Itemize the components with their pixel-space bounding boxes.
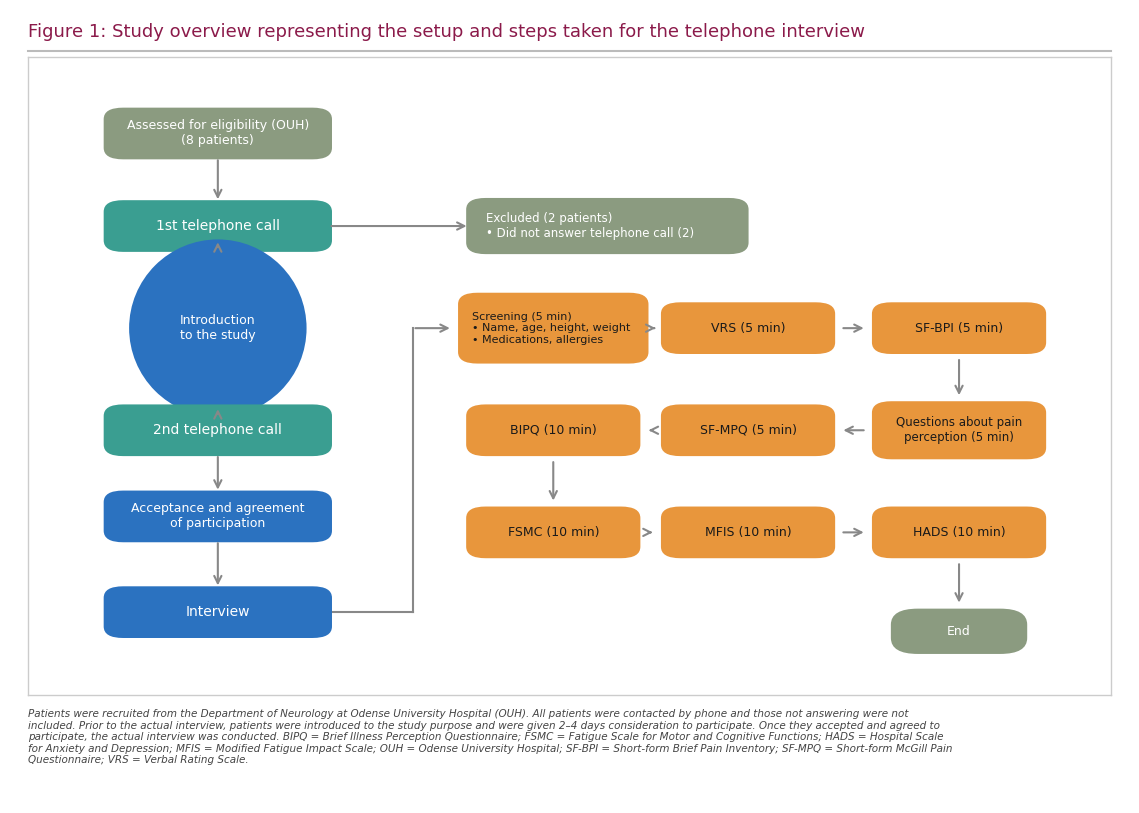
Text: Questions about pain
perception (5 min): Questions about pain perception (5 min) — [896, 416, 1022, 444]
Text: MFIS (10 min): MFIS (10 min) — [705, 526, 792, 539]
FancyBboxPatch shape — [661, 404, 835, 456]
FancyBboxPatch shape — [466, 506, 640, 559]
Text: Acceptance and agreement
of participation: Acceptance and agreement of participatio… — [131, 502, 304, 530]
FancyBboxPatch shape — [458, 293, 648, 363]
Text: Screening (5 min)
• Name, age, height, weight
• Medications, allergies: Screening (5 min) • Name, age, height, w… — [472, 311, 631, 345]
Text: SF-BPI (5 min): SF-BPI (5 min) — [915, 322, 1003, 335]
Text: Patients were recruited from the Department of Neurology at Odense University Ho: Patients were recruited from the Departm… — [28, 709, 953, 765]
Text: End: End — [948, 625, 970, 637]
Text: 2–4 days: 2–4 days — [241, 405, 294, 418]
Text: HADS (10 min): HADS (10 min) — [912, 526, 1006, 539]
FancyBboxPatch shape — [661, 506, 835, 559]
FancyBboxPatch shape — [661, 302, 835, 354]
FancyBboxPatch shape — [872, 402, 1046, 459]
FancyBboxPatch shape — [104, 107, 331, 159]
FancyBboxPatch shape — [466, 404, 640, 456]
FancyBboxPatch shape — [104, 490, 331, 542]
Text: 1st telephone call: 1st telephone call — [156, 219, 280, 233]
FancyBboxPatch shape — [104, 586, 331, 638]
Ellipse shape — [129, 239, 306, 417]
FancyBboxPatch shape — [872, 506, 1046, 559]
FancyBboxPatch shape — [104, 200, 331, 252]
Text: Assessed for eligibility (OUH)
(8 patients): Assessed for eligibility (OUH) (8 patien… — [126, 120, 309, 147]
Text: 2nd telephone call: 2nd telephone call — [154, 424, 282, 437]
FancyBboxPatch shape — [891, 609, 1027, 654]
FancyBboxPatch shape — [466, 198, 748, 254]
FancyBboxPatch shape — [872, 302, 1046, 354]
Text: Figure 1: Study overview representing the setup and steps taken for the telephon: Figure 1: Study overview representing th… — [28, 23, 866, 41]
Text: BIPQ (10 min): BIPQ (10 min) — [510, 424, 597, 437]
Text: SF-MPQ (5 min): SF-MPQ (5 min) — [699, 424, 796, 437]
Text: Interview: Interview — [186, 605, 251, 620]
FancyBboxPatch shape — [104, 404, 331, 456]
Text: FSMC (10 min): FSMC (10 min) — [508, 526, 599, 539]
Text: Excluded (2 patients)
• Did not answer telephone call (2): Excluded (2 patients) • Did not answer t… — [485, 212, 694, 240]
Text: VRS (5 min): VRS (5 min) — [711, 322, 785, 335]
Text: Introduction
to the study: Introduction to the study — [180, 314, 255, 342]
